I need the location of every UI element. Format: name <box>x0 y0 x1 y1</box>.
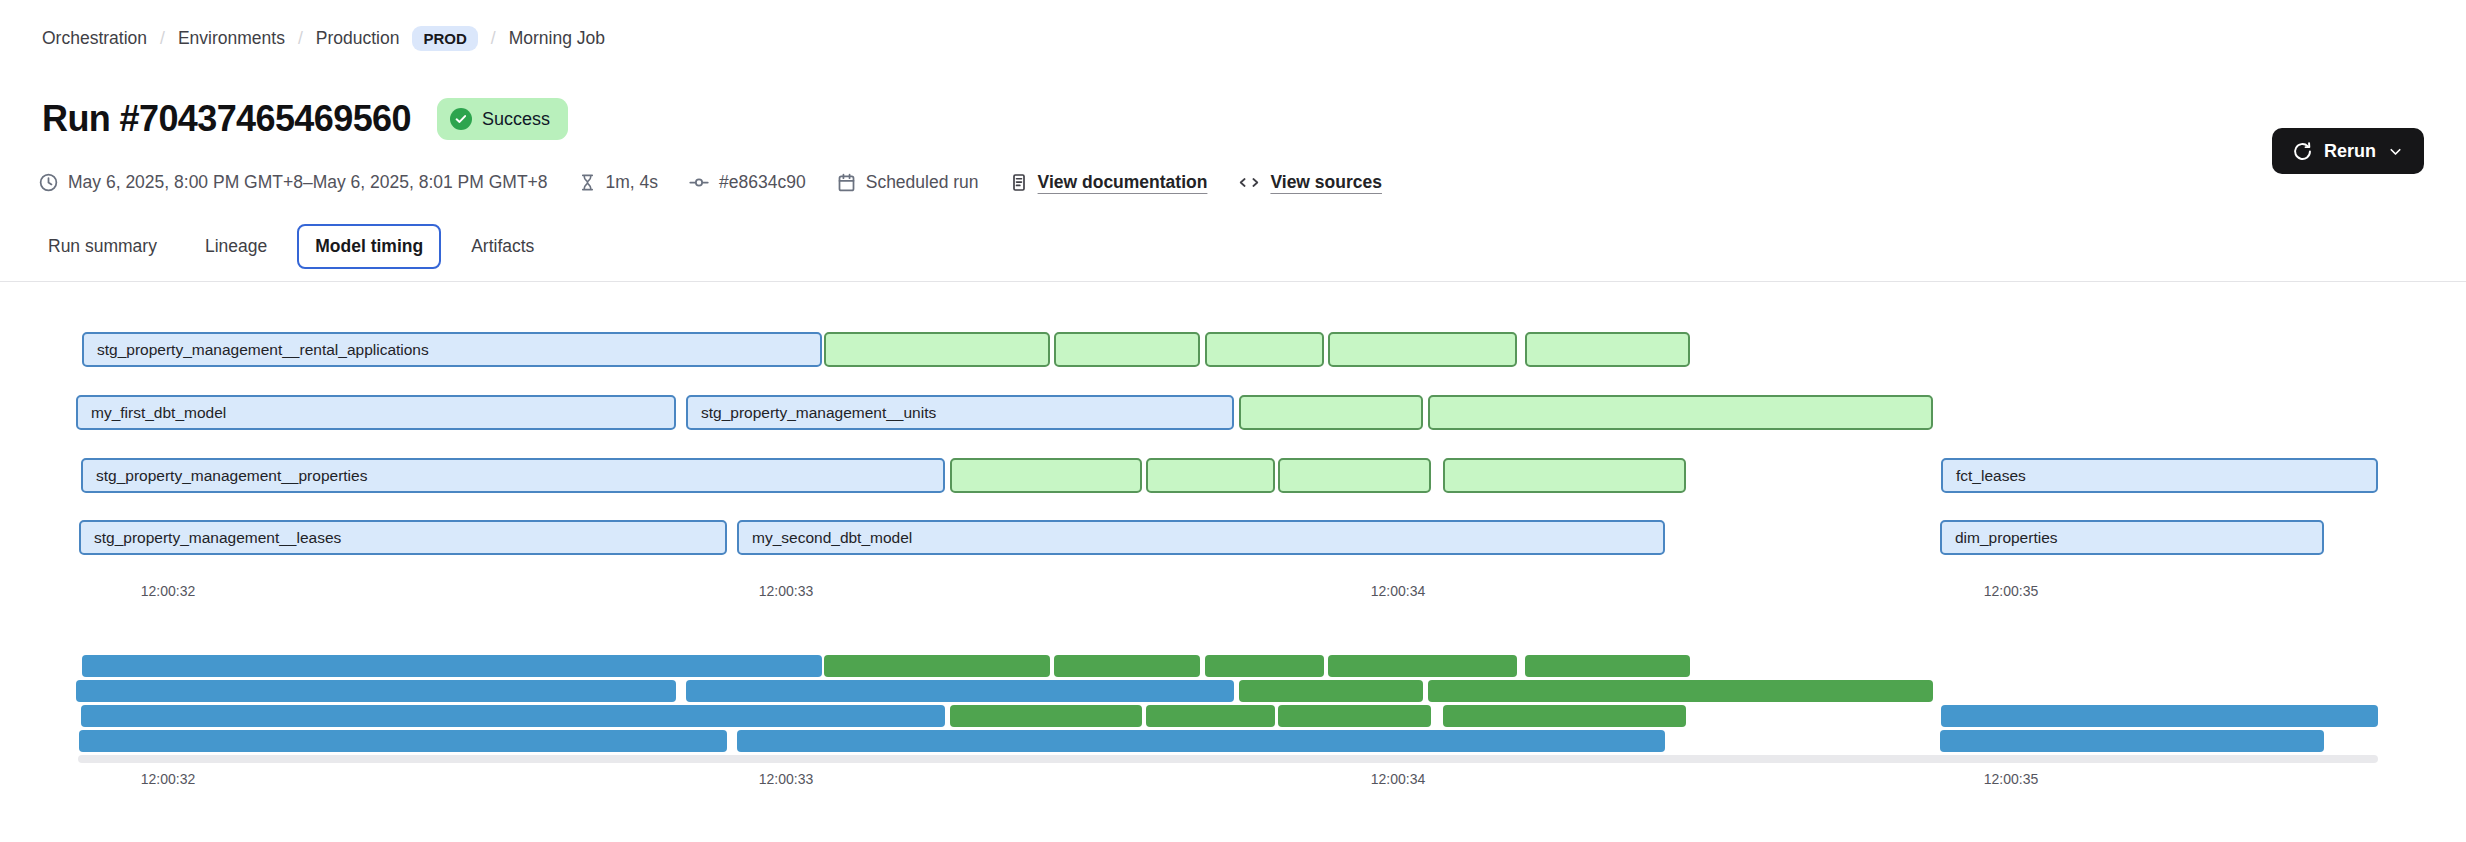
gantt-bar[interactable] <box>1525 332 1690 367</box>
commit-icon <box>688 172 710 193</box>
gantt-bar[interactable] <box>1205 332 1324 367</box>
minimap-axis-label: 12:00:34 <box>1371 771 1426 787</box>
gantt-bar-label: my_first_dbt_model <box>91 404 226 422</box>
check-icon <box>450 108 472 130</box>
minimap-bar <box>1941 705 2378 727</box>
tab-bar: Run summary Lineage Model timing Artifacts <box>30 224 552 269</box>
minimap-bar <box>1525 655 1690 677</box>
minimap-axis-label: 12:00:32 <box>141 771 196 787</box>
gantt-bar-label: dim_properties <box>1955 529 2058 547</box>
rerun-button-label: Rerun <box>2324 141 2376 162</box>
breadcrumb-item-orchestration[interactable]: Orchestration <box>42 28 147 49</box>
gantt-bar-dim-properties[interactable]: dim_properties <box>1940 520 2324 555</box>
document-icon <box>1009 172 1029 193</box>
view-documentation-link[interactable]: View documentation <box>1009 172 1208 193</box>
refresh-icon <box>2292 141 2313 162</box>
gantt-bar-my-first-dbt-model[interactable]: my_first_dbt_model <box>76 395 676 430</box>
minimap-bar <box>1940 730 2324 752</box>
run-duration: 1m, 4s <box>578 172 659 193</box>
breadcrumb-item-production[interactable]: Production <box>316 28 400 49</box>
minimap-bar <box>76 680 676 702</box>
gantt-axis-label: 12:00:34 <box>1371 583 1426 599</box>
gantt-bar-stg-property-management-properties[interactable]: stg_property_management__properties <box>81 458 945 493</box>
minimap-bar <box>737 730 1665 752</box>
gantt-bar[interactable] <box>950 458 1142 493</box>
breadcrumb: Orchestration / Environments / Production PRO… <box>42 26 605 51</box>
gantt-bar-label: stg_property_management__units <box>701 404 936 422</box>
gantt-bar-stg-property-management-leases[interactable]: stg_property_management__leases <box>79 520 727 555</box>
gantt-bar[interactable] <box>1328 332 1517 367</box>
gantt-bar-label: stg_property_management__leases <box>94 529 341 547</box>
environment-badge: PROD <box>412 26 477 51</box>
status-badge-label: Success <box>482 109 550 130</box>
tab-bar-divider <box>0 281 2466 282</box>
run-trigger: Scheduled run <box>836 172 979 193</box>
breadcrumb-separator: / <box>491 28 496 49</box>
gantt-bar[interactable] <box>1146 458 1275 493</box>
minimap-bar <box>1428 680 1933 702</box>
gantt-bar[interactable] <box>1443 458 1686 493</box>
gantt-bar[interactable] <box>1428 395 1933 430</box>
minimap-bar <box>950 705 1142 727</box>
minimap-axis-label: 12:00:33 <box>759 771 814 787</box>
gantt-bar-stg-property-management-rental-applications[interactable]: stg_property_management__rental_applicat… <box>82 332 822 367</box>
gantt-bar-my-second-dbt-model[interactable]: my_second_dbt_model <box>737 520 1665 555</box>
minimap-bar <box>1054 655 1200 677</box>
gantt-axis-label: 12:00:33 <box>759 583 814 599</box>
title-row: Run #70437465469560 Success <box>42 98 568 140</box>
tab-run-summary[interactable]: Run summary <box>30 224 175 269</box>
minimap-bar <box>1205 655 1324 677</box>
chevron-down-icon[interactable] <box>2387 143 2404 160</box>
gantt-axis-label: 12:00:35 <box>1984 583 2039 599</box>
minimap-bar <box>82 655 822 677</box>
minimap-axis-label: 12:00:35 <box>1984 771 2039 787</box>
breadcrumb-separator: / <box>160 28 165 49</box>
gantt-bar-label: my_second_dbt_model <box>752 529 912 547</box>
breadcrumb-separator: / <box>298 28 303 49</box>
tab-artifacts[interactable]: Artifacts <box>453 224 552 269</box>
gantt-bar-label: fct_leases <box>1956 467 2026 485</box>
view-sources-link[interactable]: View sources <box>1237 172 1382 193</box>
run-metadata: May 6, 2025, 8:00 PM GMT+8–May 6, 2025, … <box>38 172 1382 193</box>
gantt-bar[interactable] <box>1054 332 1200 367</box>
minimap-bar <box>1328 655 1517 677</box>
minimap-bar <box>1278 705 1431 727</box>
breadcrumb-item-morning-job[interactable]: Morning Job <box>509 28 605 49</box>
gantt-bar[interactable] <box>1278 458 1431 493</box>
tab-model-timing[interactable]: Model timing <box>297 224 441 269</box>
status-badge: Success <box>437 98 568 140</box>
minimap-bar <box>686 680 1234 702</box>
minimap-scrollbar-track[interactable] <box>78 755 2378 763</box>
calendar-icon <box>836 172 857 193</box>
gantt-bar-stg-property-management-units[interactable]: stg_property_management__units <box>686 395 1234 430</box>
rerun-button[interactable]: Rerun <box>2272 128 2424 174</box>
gantt-bar[interactable] <box>1239 395 1423 430</box>
gantt-bar[interactable] <box>824 332 1050 367</box>
gantt-axis-label: 12:00:32 <box>141 583 196 599</box>
code-icon <box>1237 172 1261 193</box>
clock-icon <box>38 172 59 193</box>
minimap-bar <box>1239 680 1423 702</box>
hourglass-icon <box>578 172 597 193</box>
run-time-range: May 6, 2025, 8:00 PM GMT+8–May 6, 2025, … <box>38 172 548 193</box>
gantt-bar-label: stg_property_management__rental_applicat… <box>97 341 429 359</box>
commit-hash: #e8634c90 <box>688 172 806 193</box>
breadcrumb-item-environments[interactable]: Environments <box>178 28 285 49</box>
gantt-bar-label: stg_property_management__properties <box>96 467 367 485</box>
gantt-bar-fct-leases[interactable]: fct_leases <box>1941 458 2378 493</box>
minimap-bar <box>81 705 945 727</box>
page-title: Run #70437465469560 <box>42 98 411 140</box>
minimap-bar <box>824 655 1050 677</box>
minimap-bar <box>79 730 727 752</box>
minimap-bar <box>1146 705 1275 727</box>
minimap-bar <box>1443 705 1686 727</box>
tab-lineage[interactable]: Lineage <box>187 224 285 269</box>
